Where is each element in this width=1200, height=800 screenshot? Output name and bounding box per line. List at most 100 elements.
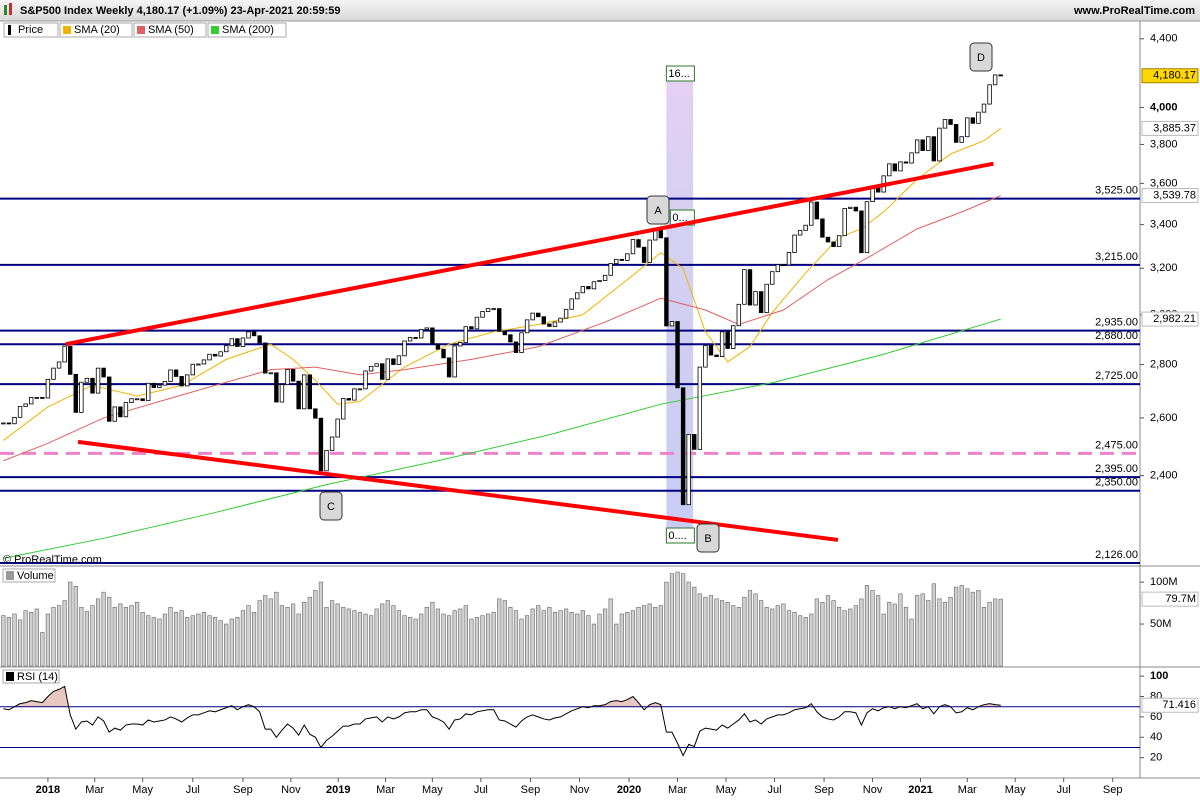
x-tick-label: Jul bbox=[186, 784, 200, 796]
candle bbox=[909, 152, 914, 164]
candle bbox=[29, 397, 34, 405]
legend-swatch bbox=[63, 26, 71, 34]
legend-box bbox=[207, 22, 287, 38]
volume-bar bbox=[954, 586, 959, 667]
volume-bar bbox=[642, 605, 647, 667]
candle bbox=[168, 369, 173, 382]
volume-bar bbox=[993, 598, 998, 667]
x-tick-label: May bbox=[1005, 784, 1026, 796]
candle bbox=[714, 354, 719, 357]
volume-bar bbox=[597, 613, 602, 667]
candle bbox=[318, 417, 324, 472]
volume-bar bbox=[876, 595, 881, 667]
candle bbox=[519, 332, 524, 353]
candle bbox=[207, 353, 212, 361]
candle bbox=[692, 434, 697, 450]
volume-bar bbox=[931, 583, 936, 667]
candle bbox=[770, 271, 775, 285]
volume-bar bbox=[112, 606, 117, 667]
candle bbox=[302, 374, 307, 410]
volume-bar bbox=[909, 618, 914, 667]
candle bbox=[430, 327, 435, 345]
candle bbox=[469, 326, 474, 330]
candle bbox=[84, 377, 90, 383]
volume-bar bbox=[630, 610, 636, 667]
candle bbox=[786, 252, 792, 266]
sma-tag: 3,539.78 bbox=[1153, 189, 1196, 201]
volume-bar bbox=[140, 612, 145, 667]
candle bbox=[942, 119, 948, 129]
candle bbox=[586, 286, 591, 290]
volume-bar bbox=[820, 601, 825, 667]
volume-bar bbox=[391, 605, 396, 667]
candle bbox=[725, 331, 730, 349]
level-label: 2,475.00 bbox=[1095, 439, 1138, 451]
candle bbox=[34, 397, 39, 399]
x-tick-label: Mar bbox=[958, 784, 977, 796]
volume-bar bbox=[552, 612, 558, 667]
volume-bar bbox=[402, 615, 407, 667]
y-tick-label: 40 bbox=[1150, 731, 1162, 743]
x-tick-label: 2018 bbox=[36, 784, 60, 796]
x-tick-label: Jul bbox=[1057, 784, 1071, 796]
volume-bar bbox=[502, 600, 507, 667]
volume-bar bbox=[279, 605, 285, 667]
volume-bar bbox=[157, 618, 162, 667]
volume-bar bbox=[73, 585, 78, 667]
candle bbox=[229, 338, 234, 347]
candle bbox=[965, 117, 970, 138]
volume-bar bbox=[346, 608, 351, 667]
volume-bar bbox=[575, 613, 580, 667]
volume-bar bbox=[508, 606, 513, 667]
candle bbox=[636, 239, 641, 248]
candle bbox=[268, 372, 273, 375]
sma-tag-box bbox=[1141, 120, 1199, 136]
volume-bar bbox=[185, 617, 190, 667]
candle bbox=[719, 331, 725, 357]
volume-bar bbox=[781, 603, 786, 667]
volume-bar bbox=[430, 601, 435, 667]
candle bbox=[558, 317, 563, 323]
candle bbox=[853, 206, 859, 212]
candle bbox=[341, 398, 346, 420]
legend-swatch bbox=[8, 25, 11, 35]
y-tick-label: 4,000 bbox=[1150, 101, 1178, 113]
candle bbox=[458, 342, 463, 347]
candle bbox=[435, 343, 441, 350]
volume-bar bbox=[374, 608, 379, 667]
candle bbox=[792, 234, 797, 253]
candle bbox=[452, 345, 457, 378]
candle bbox=[898, 161, 903, 172]
volume-bar bbox=[290, 603, 296, 667]
candle bbox=[146, 382, 151, 402]
legend-swatch bbox=[137, 26, 145, 34]
candle bbox=[134, 398, 140, 401]
x-tick-label: May bbox=[716, 784, 737, 796]
candle bbox=[580, 286, 586, 294]
candle bbox=[647, 239, 652, 263]
candle bbox=[948, 119, 953, 125]
volume-bar bbox=[240, 610, 246, 667]
volume-bar bbox=[357, 612, 363, 667]
volume-bar bbox=[380, 603, 385, 667]
volume-bar bbox=[257, 600, 262, 667]
candle bbox=[23, 403, 28, 407]
candle bbox=[463, 326, 469, 343]
volume-bar bbox=[786, 610, 792, 667]
volume-bar bbox=[692, 586, 697, 667]
highlight-label: 16... bbox=[668, 68, 689, 80]
volume-bar bbox=[363, 613, 368, 667]
candle bbox=[329, 436, 335, 451]
y-tick-label: 3,800 bbox=[1150, 138, 1178, 150]
level-label: 2,126.00 bbox=[1095, 549, 1138, 561]
legend-label: SMA (50) bbox=[148, 24, 194, 36]
annotation-label: B bbox=[704, 533, 711, 545]
annotation-label: A bbox=[654, 205, 662, 217]
candle bbox=[508, 334, 513, 343]
candle bbox=[157, 384, 162, 388]
volume-bar bbox=[45, 613, 51, 667]
candle bbox=[162, 381, 168, 386]
volume-bar bbox=[296, 613, 301, 667]
